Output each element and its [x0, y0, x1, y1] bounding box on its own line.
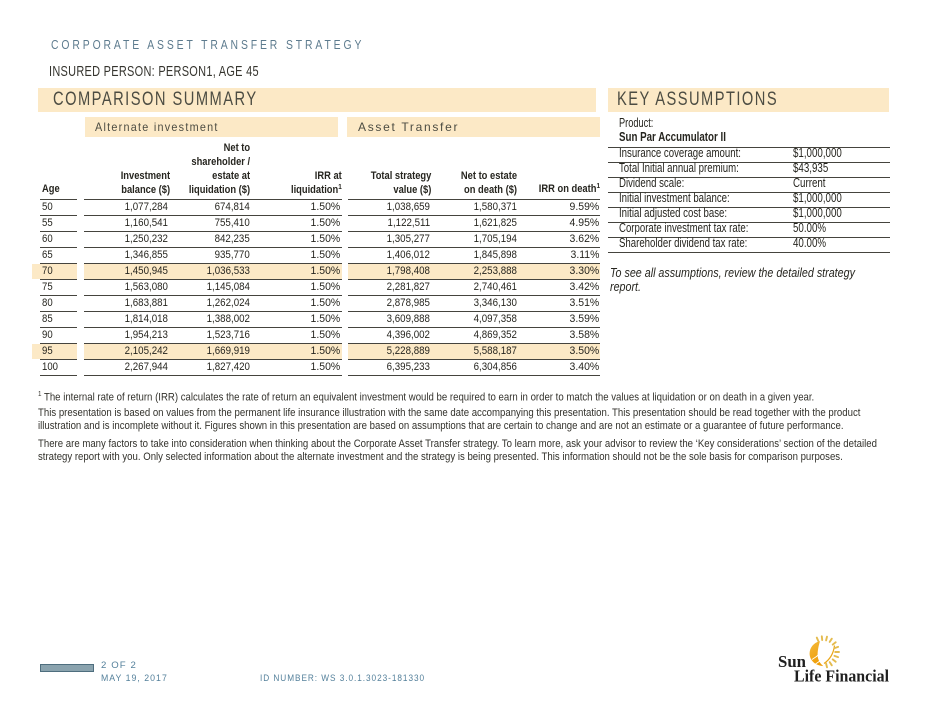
svg-text:Life Financial: Life Financial: [794, 667, 889, 686]
svg-text:Sun: Sun: [778, 652, 806, 671]
